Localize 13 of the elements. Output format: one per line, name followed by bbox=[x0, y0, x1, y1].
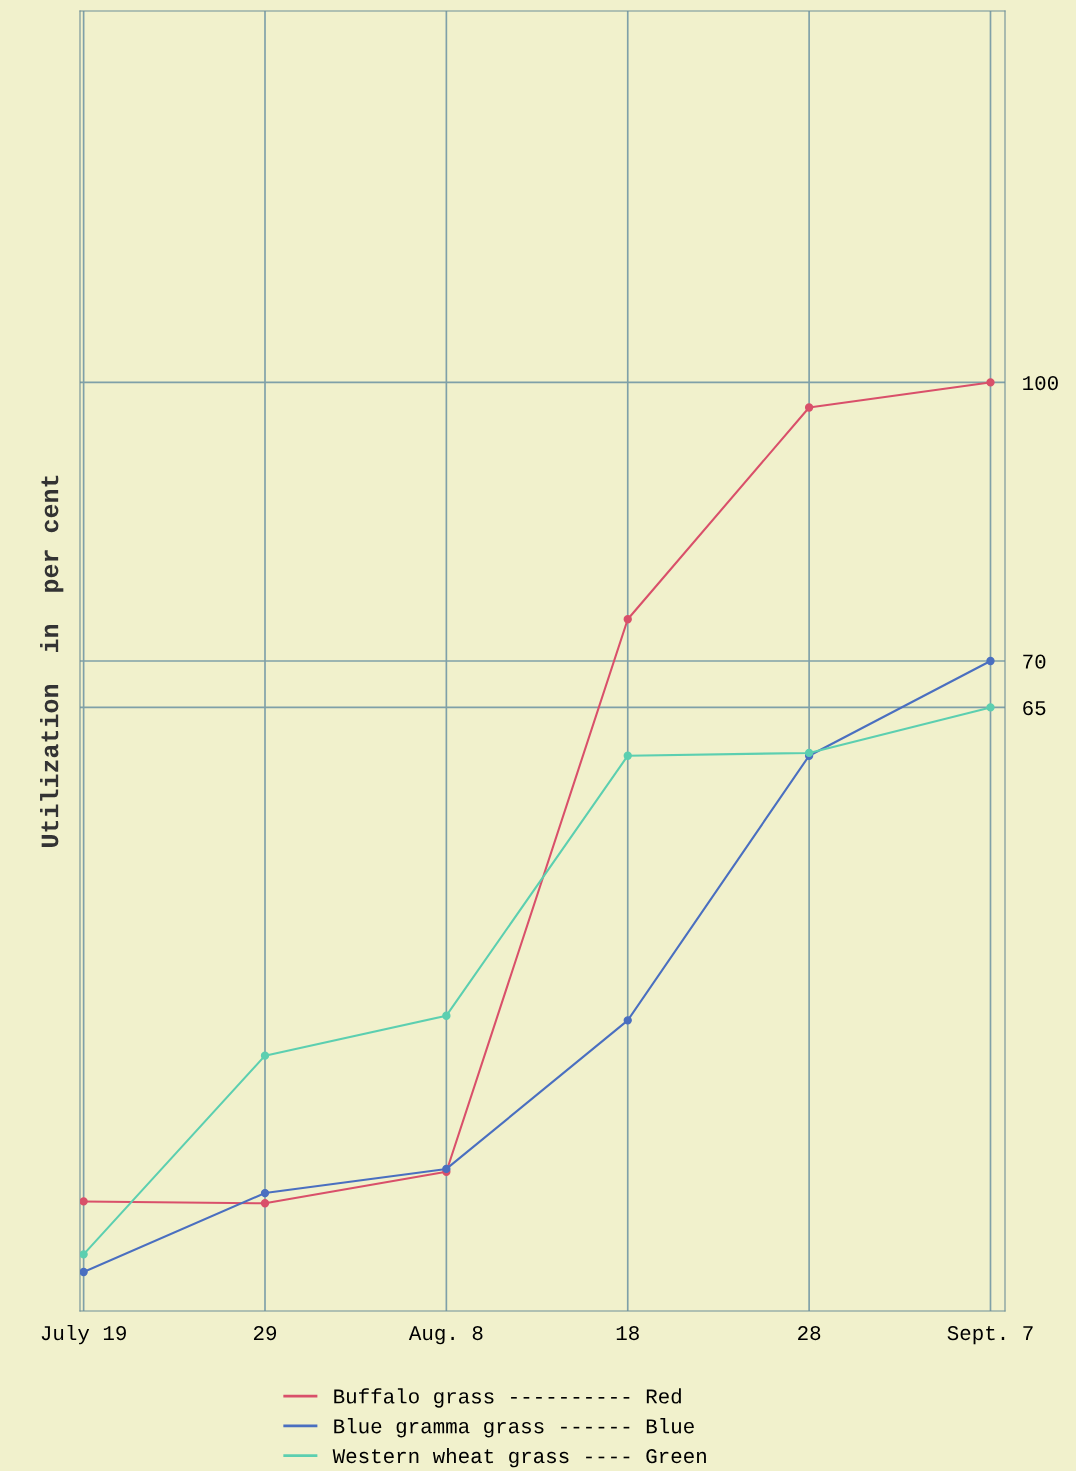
x-tick-label: 18 bbox=[616, 1326, 639, 1341]
legend-label: Western wheat grass ---- Green bbox=[332, 1447, 706, 1468]
x-tick-label: 29 bbox=[253, 1326, 277, 1341]
x-tick-label: Aug. 8 bbox=[408, 1326, 483, 1345]
y-tick-label: 100 bbox=[1023, 376, 1058, 391]
legend-label: Buffalo grass ---------- Red bbox=[334, 1388, 681, 1408]
x-tick-label: July 19 bbox=[41, 1324, 126, 1345]
legend-label: Blue gramma grass ------ Blue bbox=[334, 1418, 694, 1438]
x-tick-label: Sept. 7 bbox=[947, 1326, 1033, 1345]
x-tick-label: 28 bbox=[798, 1326, 821, 1341]
y-axis-title: Utilization in per cent bbox=[40, 475, 64, 847]
y-tick-label: 70 bbox=[1023, 654, 1046, 669]
y-tick-label: 65 bbox=[1023, 701, 1046, 716]
